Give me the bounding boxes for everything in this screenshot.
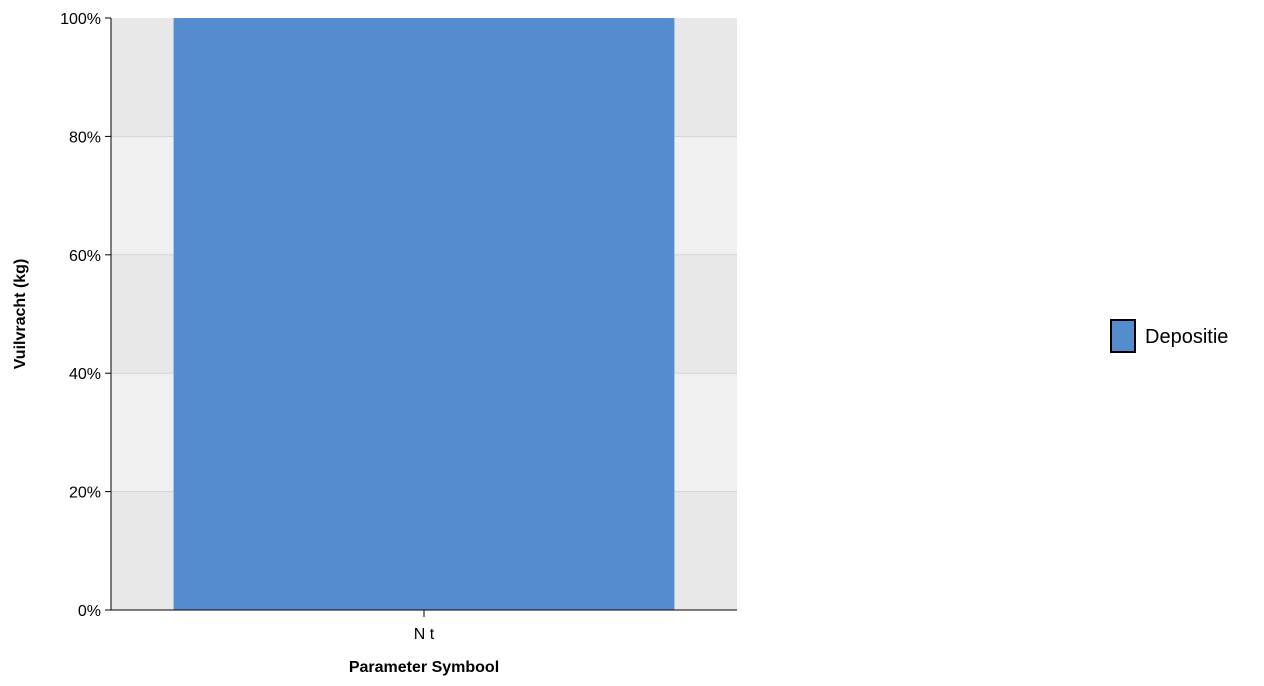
- y-tick-label: 100%: [60, 11, 101, 28]
- legend-label: Depositie: [1145, 326, 1228, 348]
- y-ticks: 0% 20% 40% 60% 80% 100%: [60, 11, 111, 620]
- y-tick-label: 80%: [69, 129, 101, 146]
- y-tick-label: 60%: [69, 248, 101, 265]
- legend-swatch: [1110, 319, 1136, 353]
- x-ticks: N t: [414, 610, 435, 643]
- x-tick-label: N t: [414, 626, 435, 643]
- y-tick-label: 20%: [69, 485, 101, 502]
- bar: [173, 18, 675, 610]
- y-axis-title: Vuilvracht (kg): [12, 259, 29, 370]
- legend: Depositie: [1110, 319, 1228, 353]
- y-tick-label: 40%: [69, 366, 101, 383]
- bars: [173, 18, 675, 610]
- y-tick-label: 0%: [78, 603, 101, 620]
- x-axis-title: Parameter Symbool: [349, 659, 499, 676]
